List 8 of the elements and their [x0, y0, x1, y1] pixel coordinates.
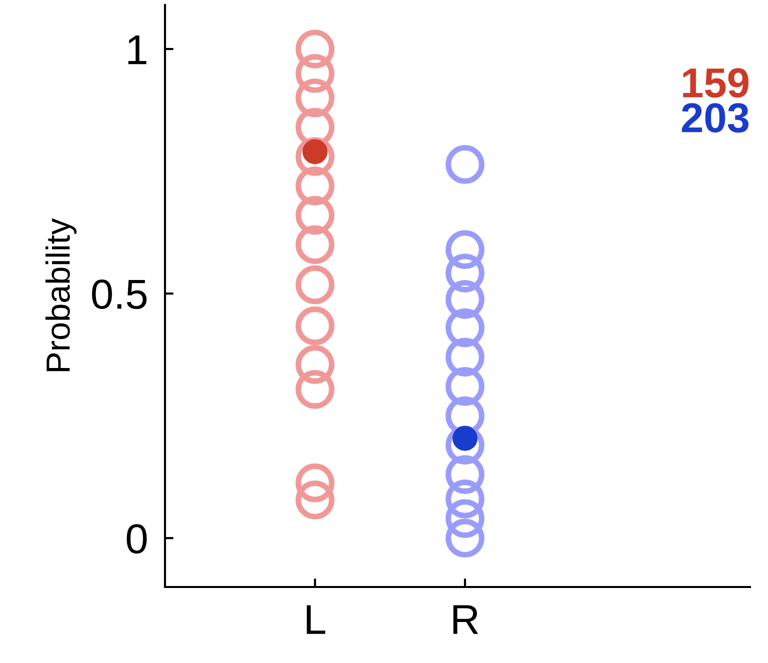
y-tick-label: 0.5	[92, 280, 147, 310]
y-tick-label: 0	[126, 524, 147, 554]
text: 203	[682, 103, 748, 133]
y-tick-label: 1	[128, 35, 146, 64]
x-tick-label: L	[306, 605, 326, 634]
text: 159	[683, 68, 748, 98]
y-axis-title: Probability	[45, 218, 77, 372]
x-tick-label: R	[453, 605, 478, 634]
